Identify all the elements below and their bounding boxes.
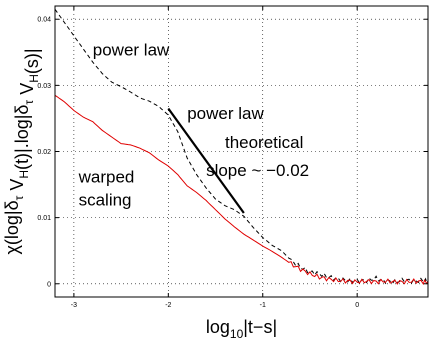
x-axis-label-prefix: log (206, 317, 230, 337)
series-line-1 (54, 94, 429, 286)
x-axis-label: log10|t−s| (206, 317, 277, 341)
ann-slope: slope ~ −0.02 (206, 161, 309, 180)
x-tick-label-0: -3 (71, 302, 77, 309)
y-axis-label-part-1: V (7, 179, 27, 196)
series-layer (54, 9, 429, 286)
x-axis-label-sub: 10 (230, 327, 244, 341)
x-tick-label-3: 0 (355, 302, 359, 309)
y-axis-label: χ(log|δτ VH(t)|.log|δτ VH(s)| (2, 48, 42, 254)
y-tick-label-3: 0.03 (37, 83, 51, 90)
y-tick-label-2: 0.02 (37, 149, 51, 156)
y-axis-label-part-4: (s)| (22, 48, 42, 74)
y-axis-label-part-0: χ(log|δ (2, 200, 22, 254)
y-tick-label-0: 0 (47, 281, 51, 288)
grid (55, 6, 428, 297)
x-axis-label-suffix: |t−s| (243, 317, 277, 337)
y-tick-label-1: 0.01 (37, 215, 51, 222)
y-axis-label-sub-1: H (17, 170, 31, 179)
y-axis-label-sub-3: H (27, 74, 41, 83)
y-axis-label-sub-0: τ (12, 195, 26, 200)
x-tick-label-1: -2 (165, 302, 171, 309)
y-axis-label-sub-2: τ (22, 100, 36, 105)
y-tick-label-4: 0.04 (37, 17, 51, 24)
ann-warped: warped (78, 168, 135, 187)
tick-layer: -3 -2 -1 0 0 0.01 0.02 0.03 0.04 (37, 6, 428, 309)
theoretical-slope-line (167, 107, 245, 214)
ann-scaling: scaling (79, 191, 132, 210)
ann-theoretical: theoretical (225, 133, 303, 152)
series-line-0 (54, 9, 429, 285)
ann-power-law-1: power law (93, 41, 170, 60)
x-tick-label-2: -1 (260, 302, 266, 309)
y-axis-label-part-3: V (17, 83, 37, 100)
y-axis-label-part-2: (t)|.log|δ (12, 105, 32, 170)
annotation-layer: power law power law theoretical slope ~ −0.… (78, 41, 310, 210)
ann-power-law-2: power law (187, 104, 264, 123)
